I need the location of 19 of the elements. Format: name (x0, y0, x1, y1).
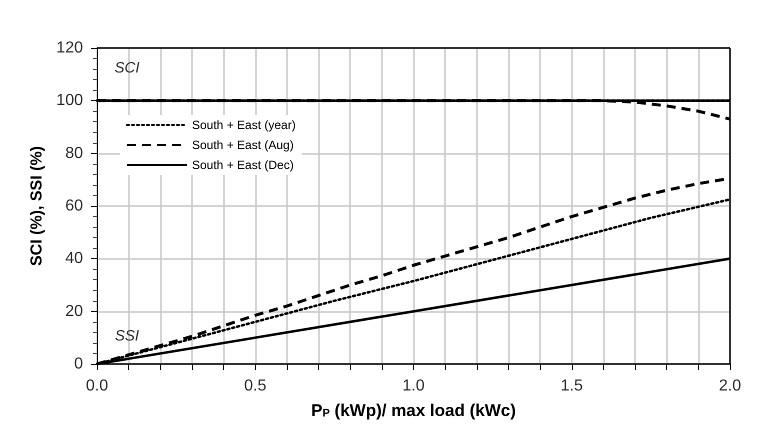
x-tick-label: 2.0 (718, 378, 742, 394)
y-axis-title: SCI (%), SSI (%) (28, 146, 46, 266)
x-axis-title: PP (kWp)/ max load (kWc) (311, 401, 516, 420)
y-tick-label: 100 (56, 92, 84, 110)
y-tick-label: 80 (65, 144, 84, 162)
y-tick-label: 120 (56, 40, 84, 56)
legend-label: South + East (year) (192, 118, 296, 132)
x-tick-label: 0.0 (86, 378, 108, 394)
x-tick-label: 0.5 (244, 378, 266, 394)
y-tick-label: 60 (65, 198, 84, 214)
legend-label: South + East (Dec) (192, 158, 294, 172)
annotation: SCI (114, 60, 140, 76)
y-tick-label: 20 (65, 302, 84, 320)
x-tick-label: 1.0 (402, 378, 425, 394)
annotation: SSI (114, 328, 140, 344)
x-tick-label: 1.5 (560, 378, 583, 394)
y-tick-label: 40 (65, 250, 84, 268)
y-tick-label: 0 (74, 356, 84, 372)
legend-label: South + East (Aug) (192, 138, 294, 152)
